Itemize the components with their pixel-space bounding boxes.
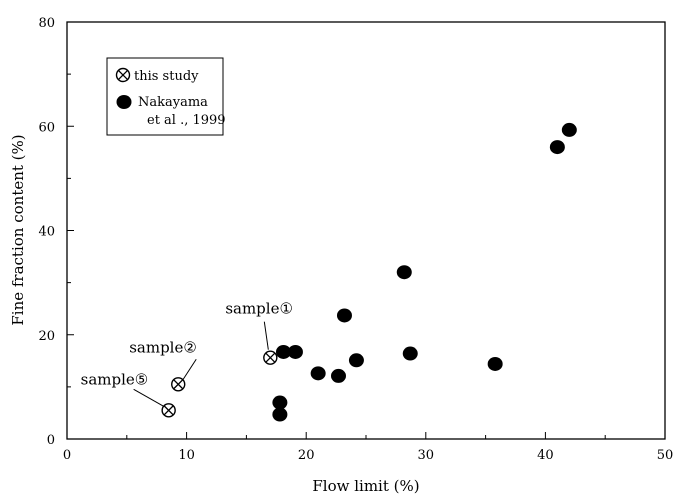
nakayama-point	[310, 366, 326, 381]
y-tick-label: 60	[38, 120, 55, 135]
legend-marker-nakayama	[116, 95, 132, 109]
marker-cross	[117, 69, 129, 81]
annotation-label: sample②	[129, 338, 197, 356]
nakayama-point	[330, 368, 346, 383]
nakayama-point	[336, 308, 352, 323]
nakayama-point	[549, 140, 565, 155]
x-axis-label: Flow limit (%)	[312, 477, 419, 495]
x-tick-label: 50	[657, 448, 674, 463]
nakayama-point	[396, 265, 412, 280]
x-tick-label: 0	[63, 448, 71, 463]
x-tick-label: 30	[418, 448, 435, 463]
y-tick-label: 0	[47, 433, 55, 448]
y-axis-label: Fine fraction content (%)	[9, 134, 27, 325]
this-study-point	[171, 377, 186, 392]
annotation-label: sample⑤	[81, 370, 149, 388]
y-tick-label: 40	[38, 225, 55, 240]
y-tick-label: 20	[38, 329, 55, 344]
legend-label-nakayama-line2: et al ., 1999	[147, 113, 226, 128]
y-tick-label: 80	[38, 16, 55, 31]
nakayama-point	[287, 344, 303, 359]
nakayama-point	[348, 353, 364, 368]
nakayama-point	[487, 356, 503, 371]
legend-label-nakayama: Nakayama	[138, 95, 208, 110]
nakayama-point	[275, 344, 291, 359]
annotation-leader-line	[182, 358, 197, 380]
marker-cross	[163, 405, 174, 416]
legend-label-this-study: this study	[134, 69, 199, 84]
annotation-leader-line	[263, 321, 269, 350]
nakayama-point	[272, 407, 288, 422]
marker-cross	[265, 352, 276, 363]
x-tick-label: 10	[178, 448, 195, 463]
sample-annotations: sample① sample② sample⑤	[81, 300, 293, 407]
marker-cross	[173, 379, 184, 390]
annotation-leader-line	[133, 388, 164, 407]
data-points	[161, 122, 577, 422]
this-study-point	[263, 350, 278, 365]
legend: this study Nakayama et al ., 1999	[106, 57, 226, 136]
nakayama-point	[272, 395, 288, 410]
x-tick-label: 20	[298, 448, 315, 463]
x-tick-label: 40	[537, 448, 554, 463]
legend-marker-this-study	[115, 67, 131, 83]
nakayama-point	[402, 346, 418, 361]
axis-ticks	[66, 21, 666, 440]
axis-tick-labels: 0 10 20 30 40 50 0 20 40 60 80	[38, 16, 673, 463]
this-study-point	[161, 403, 176, 418]
nakayama-point	[561, 122, 577, 137]
annotation-label: sample①	[225, 300, 293, 318]
